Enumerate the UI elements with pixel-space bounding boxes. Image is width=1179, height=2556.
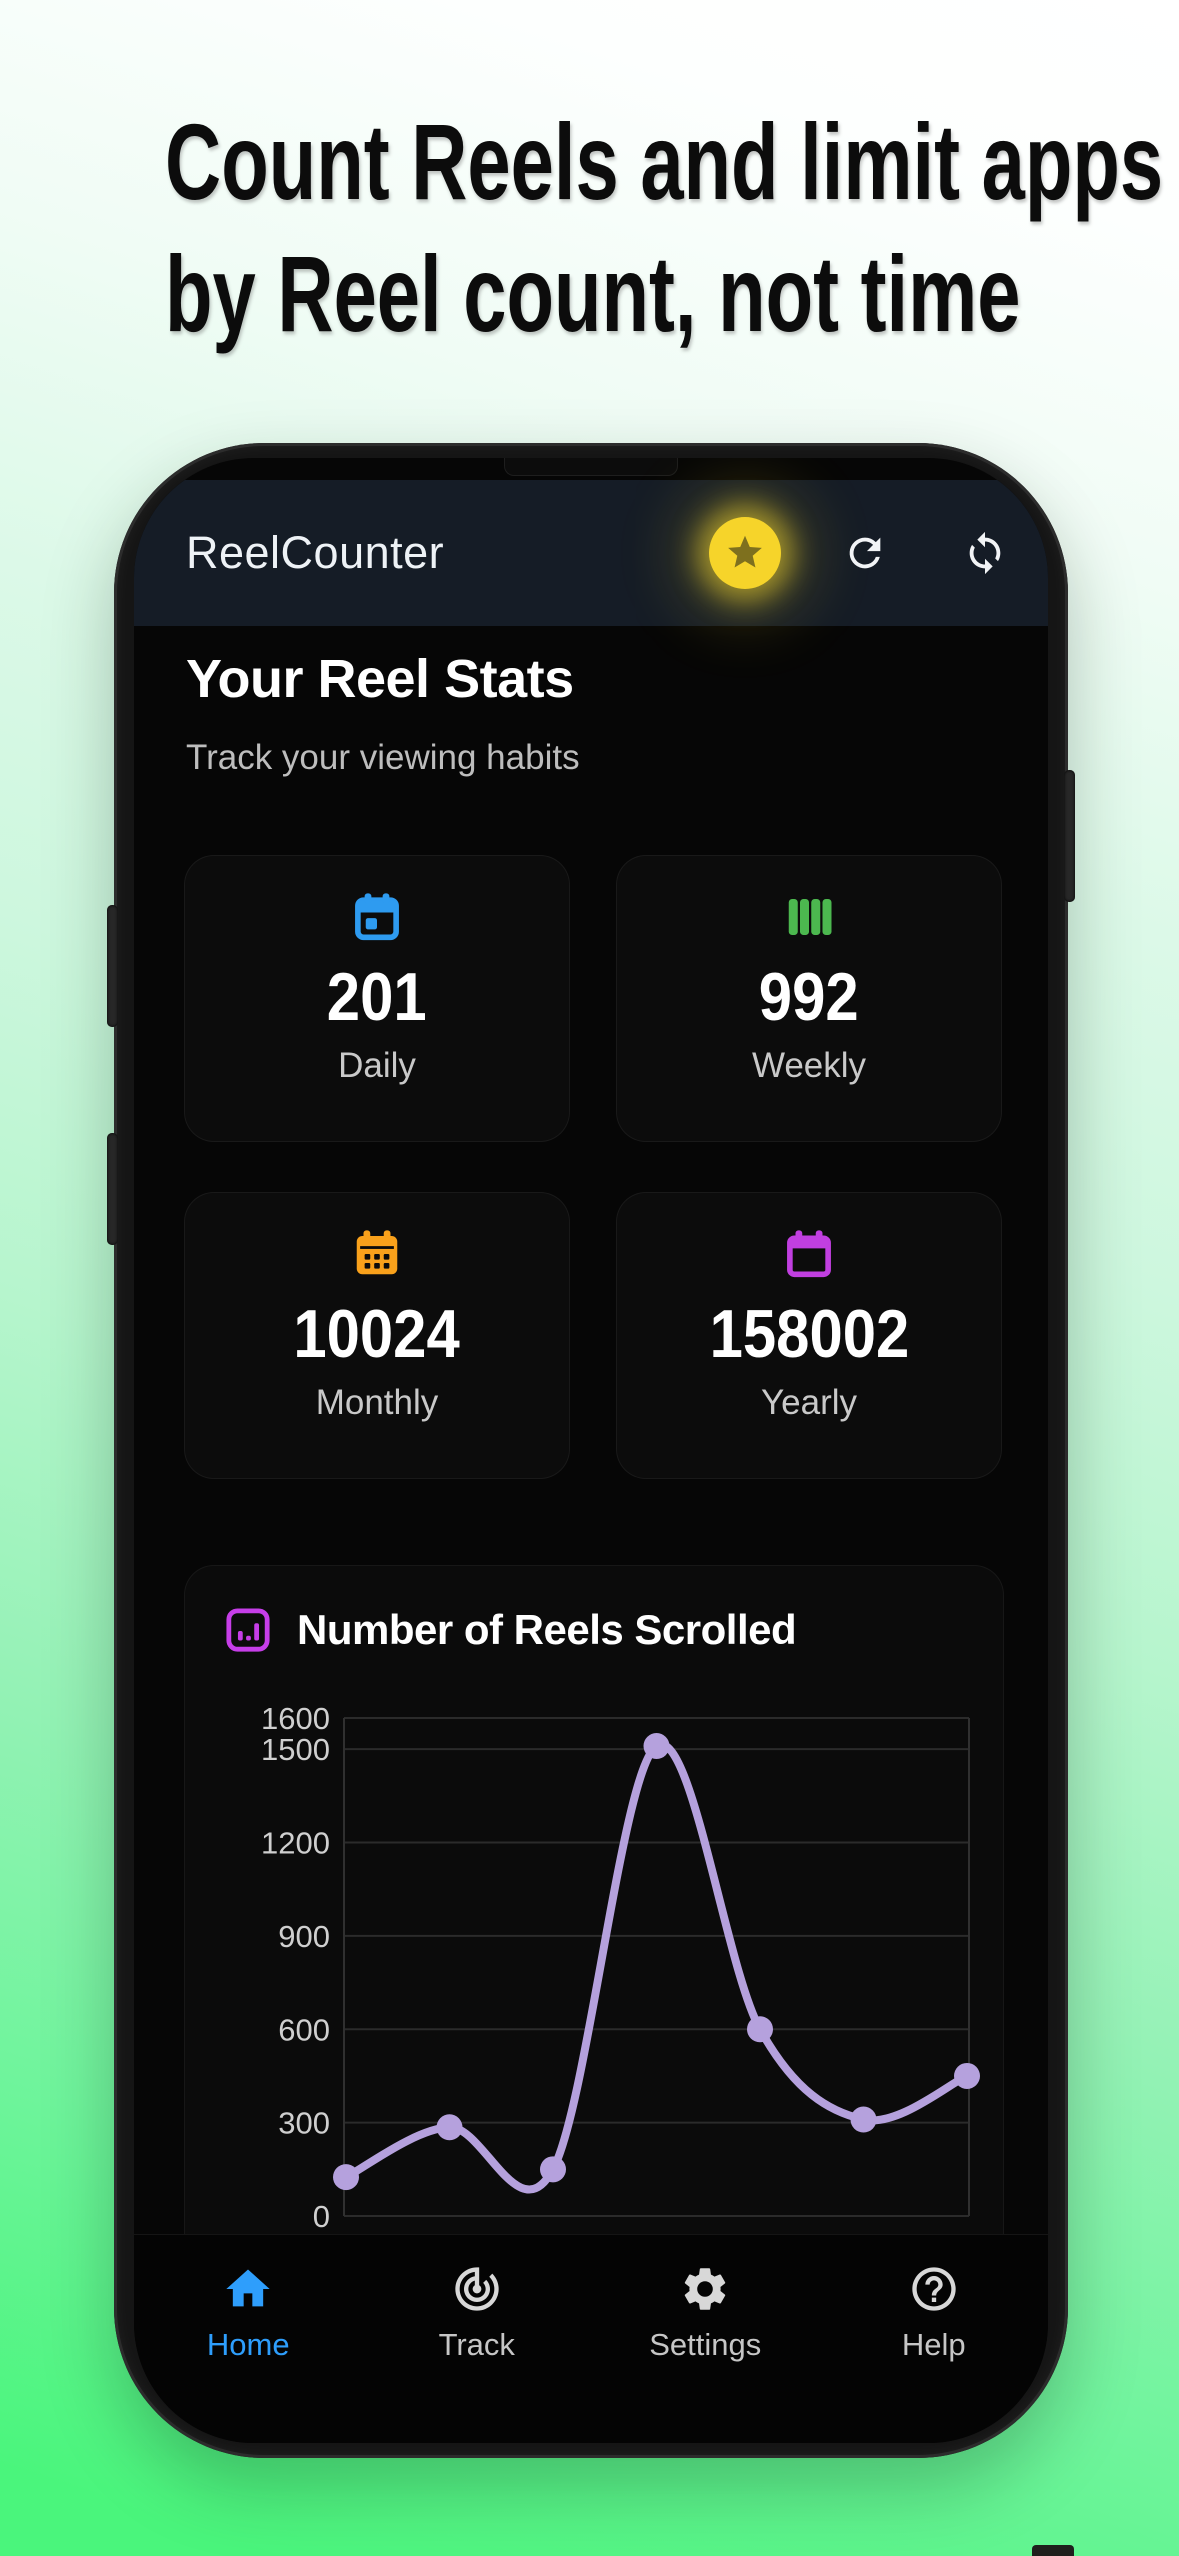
svg-text:1200: 1200: [261, 1826, 330, 1861]
stat-value-monthly: 10024: [293, 1296, 461, 1372]
stat-value-weekly: 992: [759, 959, 859, 1035]
stat-card-daily: 201 Daily: [184, 855, 570, 1142]
svg-text:1600: 1600: [261, 1701, 330, 1736]
speaker-notch: [504, 458, 678, 476]
refresh-button[interactable]: [842, 530, 888, 576]
hero-title-line2: by Reel count, not time: [165, 232, 1021, 354]
refresh-icon: [849, 537, 881, 569]
svg-text:0: 0: [313, 2199, 330, 2234]
hero-title-line1: Count Reels and limit apps: [165, 101, 1164, 222]
nav-item-home[interactable]: Home: [134, 2235, 363, 2443]
watermark-fragment: [1032, 2545, 1074, 2556]
nav-label-track: Track: [438, 2327, 515, 2362]
settings-icon: [685, 2268, 726, 2310]
nav-label-home: Home: [206, 2327, 290, 2362]
calendar-year-icon: [787, 1230, 831, 1278]
chart-header: Number of Reels Scrolled: [225, 1606, 797, 1654]
phone-screen: ReelCounter Your Reel Stats Track your v…: [134, 458, 1048, 2443]
star-favorite-button[interactable]: [709, 517, 781, 589]
chart-card: Number of Reels Scrolled 1600 1500 1200 900…: [184, 1565, 1004, 2312]
sync-icon: [969, 531, 1001, 575]
calendar-day-icon: [355, 893, 399, 941]
stat-value-daily: 201: [327, 959, 427, 1035]
svg-text:600: 600: [278, 2012, 330, 2047]
calendar-month-icon: [356, 1230, 398, 1275]
chart-title: Number of Reels Scrolled: [297, 1606, 797, 1653]
nav-item-settings[interactable]: Settings: [591, 2235, 820, 2443]
sync-button[interactable]: [962, 530, 1008, 576]
bottom-nav: Home Track Settings Help: [134, 2234, 1048, 2443]
home-icon: [226, 2269, 270, 2307]
star-icon: [728, 535, 762, 568]
stat-label-weekly: Weekly: [751, 1046, 867, 1085]
svg-text:300: 300: [278, 2106, 330, 2141]
hero-headline: Count Reels and limit apps by Reel count…: [0, 96, 1179, 360]
svg-text:900: 900: [278, 1919, 330, 1954]
stat-label-yearly: Yearly: [761, 1383, 857, 1422]
nav-item-track[interactable]: Track: [363, 2235, 592, 2443]
nav-item-help[interactable]: Help: [820, 2235, 1049, 2443]
phone-volume-down-button: [107, 1133, 118, 1245]
app-bar: ReelCounter: [134, 480, 1048, 626]
stat-label-monthly: Monthly: [315, 1383, 439, 1422]
app-title: ReelCounter: [186, 527, 445, 578]
hero-title: Count Reels and limit apps by Reel count…: [165, 96, 1163, 360]
help-icon: [912, 2267, 956, 2311]
stat-value-yearly: 158002: [709, 1296, 909, 1372]
stat-card-weekly: 992 Weekly: [616, 855, 1002, 1142]
stat-card-yearly: 158002 Yearly: [616, 1192, 1002, 1479]
phone-volume-up-button: [107, 905, 118, 1027]
phone-power-button: [1064, 770, 1075, 902]
nav-label-help: Help: [901, 2327, 966, 2362]
svg-text:1500: 1500: [261, 1732, 330, 1767]
nav-label-settings: Settings: [649, 2327, 762, 2362]
stat-card-monthly: 10024 Monthly: [184, 1192, 570, 1479]
page-subtitle: Track your viewing habits: [186, 738, 580, 777]
track-icon: [455, 2267, 499, 2311]
calendar-week-icon: [788, 899, 832, 935]
bar-chart-icon: [226, 1608, 270, 1652]
phone-mockup: ReelCounter Your Reel Stats Track your v…: [107, 443, 1075, 2458]
page-title: Your Reel Stats: [186, 649, 574, 709]
stat-label-daily: Daily: [338, 1046, 416, 1085]
